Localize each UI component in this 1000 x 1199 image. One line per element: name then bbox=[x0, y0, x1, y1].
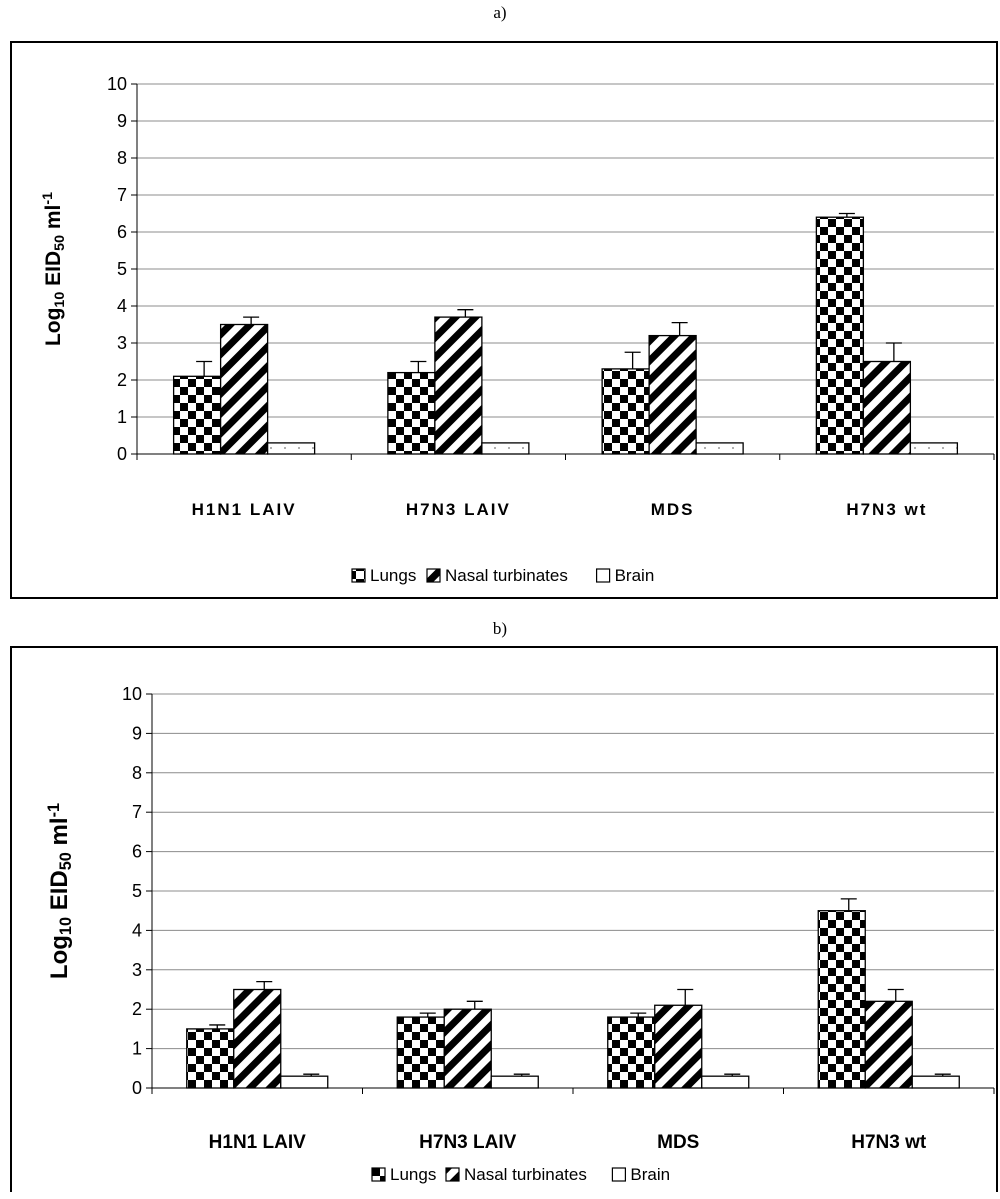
bar-lungs bbox=[387, 371, 436, 455]
bar-nasal-turbinates bbox=[864, 1000, 913, 1089]
y-tick-label: 5 bbox=[132, 881, 142, 901]
bar-nasal-turbinates bbox=[434, 316, 483, 455]
bar-brain bbox=[911, 1075, 960, 1089]
bar-lungs bbox=[172, 375, 222, 455]
legend-swatch-brain bbox=[595, 568, 611, 583]
y-tick-label: 8 bbox=[117, 148, 127, 168]
legend-label-brain: Brain bbox=[615, 566, 655, 585]
chart-panel-a: 0 1 2 3 4 5 6 7 8 9 10 H1N1 LAIV H7N3 LAIV MDS H7N3 wt… bbox=[10, 41, 998, 599]
bar-lungs bbox=[607, 1016, 656, 1089]
x-category-label: H1N1 LAIV bbox=[209, 1132, 306, 1153]
legend-label-nasal-turbinates: Nasal turbinates bbox=[445, 566, 568, 585]
bar-nasal-turbinates bbox=[233, 988, 282, 1089]
bar-lungs bbox=[396, 1016, 445, 1089]
bar-nasal-turbinates bbox=[648, 334, 697, 455]
y-axis-title: Log10 EID50 ml-1 bbox=[45, 803, 75, 979]
bar-brain bbox=[695, 442, 744, 455]
legend-label-lungs: Lungs bbox=[390, 1165, 436, 1184]
legend-label-lungs: Lungs bbox=[370, 566, 416, 585]
bar-brain bbox=[909, 442, 959, 455]
bar-brain bbox=[481, 442, 530, 455]
y-tick-label: 10 bbox=[107, 74, 127, 94]
y-tick-label: 7 bbox=[117, 185, 127, 205]
y-tick-label: 9 bbox=[132, 723, 142, 743]
bar-brain bbox=[280, 1075, 329, 1089]
x-category-label: H7N3 LAIV bbox=[419, 1132, 516, 1153]
y-tick-label: 5 bbox=[117, 259, 127, 279]
x-category-label: H7N3 wt bbox=[851, 1132, 927, 1153]
x-category-label: MDS bbox=[657, 1132, 699, 1153]
legend: Lungs Nasal turbinates Brain bbox=[351, 566, 655, 585]
y-tick-label: 0 bbox=[132, 1078, 142, 1098]
x-category-label: H7N3 LAIV bbox=[406, 500, 511, 519]
x-category-label: H7N3 wt bbox=[846, 500, 927, 519]
legend-swatch-lungs bbox=[371, 1167, 386, 1182]
bar-nasal-turbinates bbox=[654, 1004, 703, 1089]
y-tick-label: 10 bbox=[122, 684, 142, 704]
y-tick-label: 6 bbox=[117, 222, 127, 242]
bar-nasal-turbinates bbox=[219, 323, 269, 455]
legend-swatch-nasal-turbinates bbox=[445, 1167, 460, 1182]
bar-lungs bbox=[601, 368, 650, 455]
bar-chart-a: 0 1 2 3 4 5 6 7 8 9 10 H1N1 LAIV H7N3 LAIV MDS H7N3 wt… bbox=[40, 74, 995, 585]
legend-swatch-nasal-turbinates bbox=[426, 568, 441, 583]
bar-lungs bbox=[186, 1028, 235, 1089]
x-category-label: MDS bbox=[651, 500, 695, 519]
y-tick-label: 7 bbox=[132, 802, 142, 822]
y-tick-label: 6 bbox=[132, 842, 142, 862]
y-axis-title: Log10 EID50 ml-1 bbox=[40, 192, 68, 346]
y-tick-label: 4 bbox=[132, 920, 142, 940]
bar-brain bbox=[701, 1075, 750, 1089]
y-tick-label: 2 bbox=[132, 999, 142, 1019]
y-tick-label: 3 bbox=[132, 960, 142, 980]
y-tick-label: 0 bbox=[117, 444, 127, 464]
bar-lungs bbox=[817, 910, 866, 1089]
y-tick-label: 9 bbox=[117, 111, 127, 131]
panel-label-a: a) bbox=[493, 3, 507, 22]
bar-lungs bbox=[815, 216, 865, 455]
y-tick-label: 4 bbox=[117, 296, 127, 316]
legend-label-nasal-turbinates: Nasal turbinates bbox=[464, 1165, 587, 1184]
panel-label-b: b) bbox=[492, 619, 508, 638]
chart-panel-b: 0 1 2 3 4 5 6 7 8 9 10 H1N1 LAIV H7N3 LAIV MDS H7N3 wt… bbox=[10, 646, 998, 1192]
legend: Lungs Nasal turbinates Brain bbox=[371, 1165, 670, 1184]
bar-nasal-turbinates bbox=[862, 360, 912, 455]
y-tick-label: 1 bbox=[117, 407, 127, 427]
bar-chart-b: 0 1 2 3 4 5 6 7 8 9 10 H1N1 LAIV H7N3 LAIV MDS H7N3 wt… bbox=[45, 684, 995, 1184]
y-tick-label: 8 bbox=[132, 763, 142, 783]
bar-brain bbox=[490, 1075, 539, 1089]
legend-label-brain: Brain bbox=[630, 1165, 670, 1184]
y-tick-label: 3 bbox=[117, 333, 127, 353]
x-category-label: H1N1 LAIV bbox=[192, 500, 297, 519]
y-tick-label: 1 bbox=[132, 1039, 142, 1059]
legend-swatch-brain bbox=[611, 1167, 627, 1182]
bar-nasal-turbinates bbox=[443, 1008, 492, 1089]
legend-swatch-lungs bbox=[351, 568, 366, 583]
bar-brain bbox=[266, 442, 316, 455]
y-tick-label: 2 bbox=[117, 370, 127, 390]
